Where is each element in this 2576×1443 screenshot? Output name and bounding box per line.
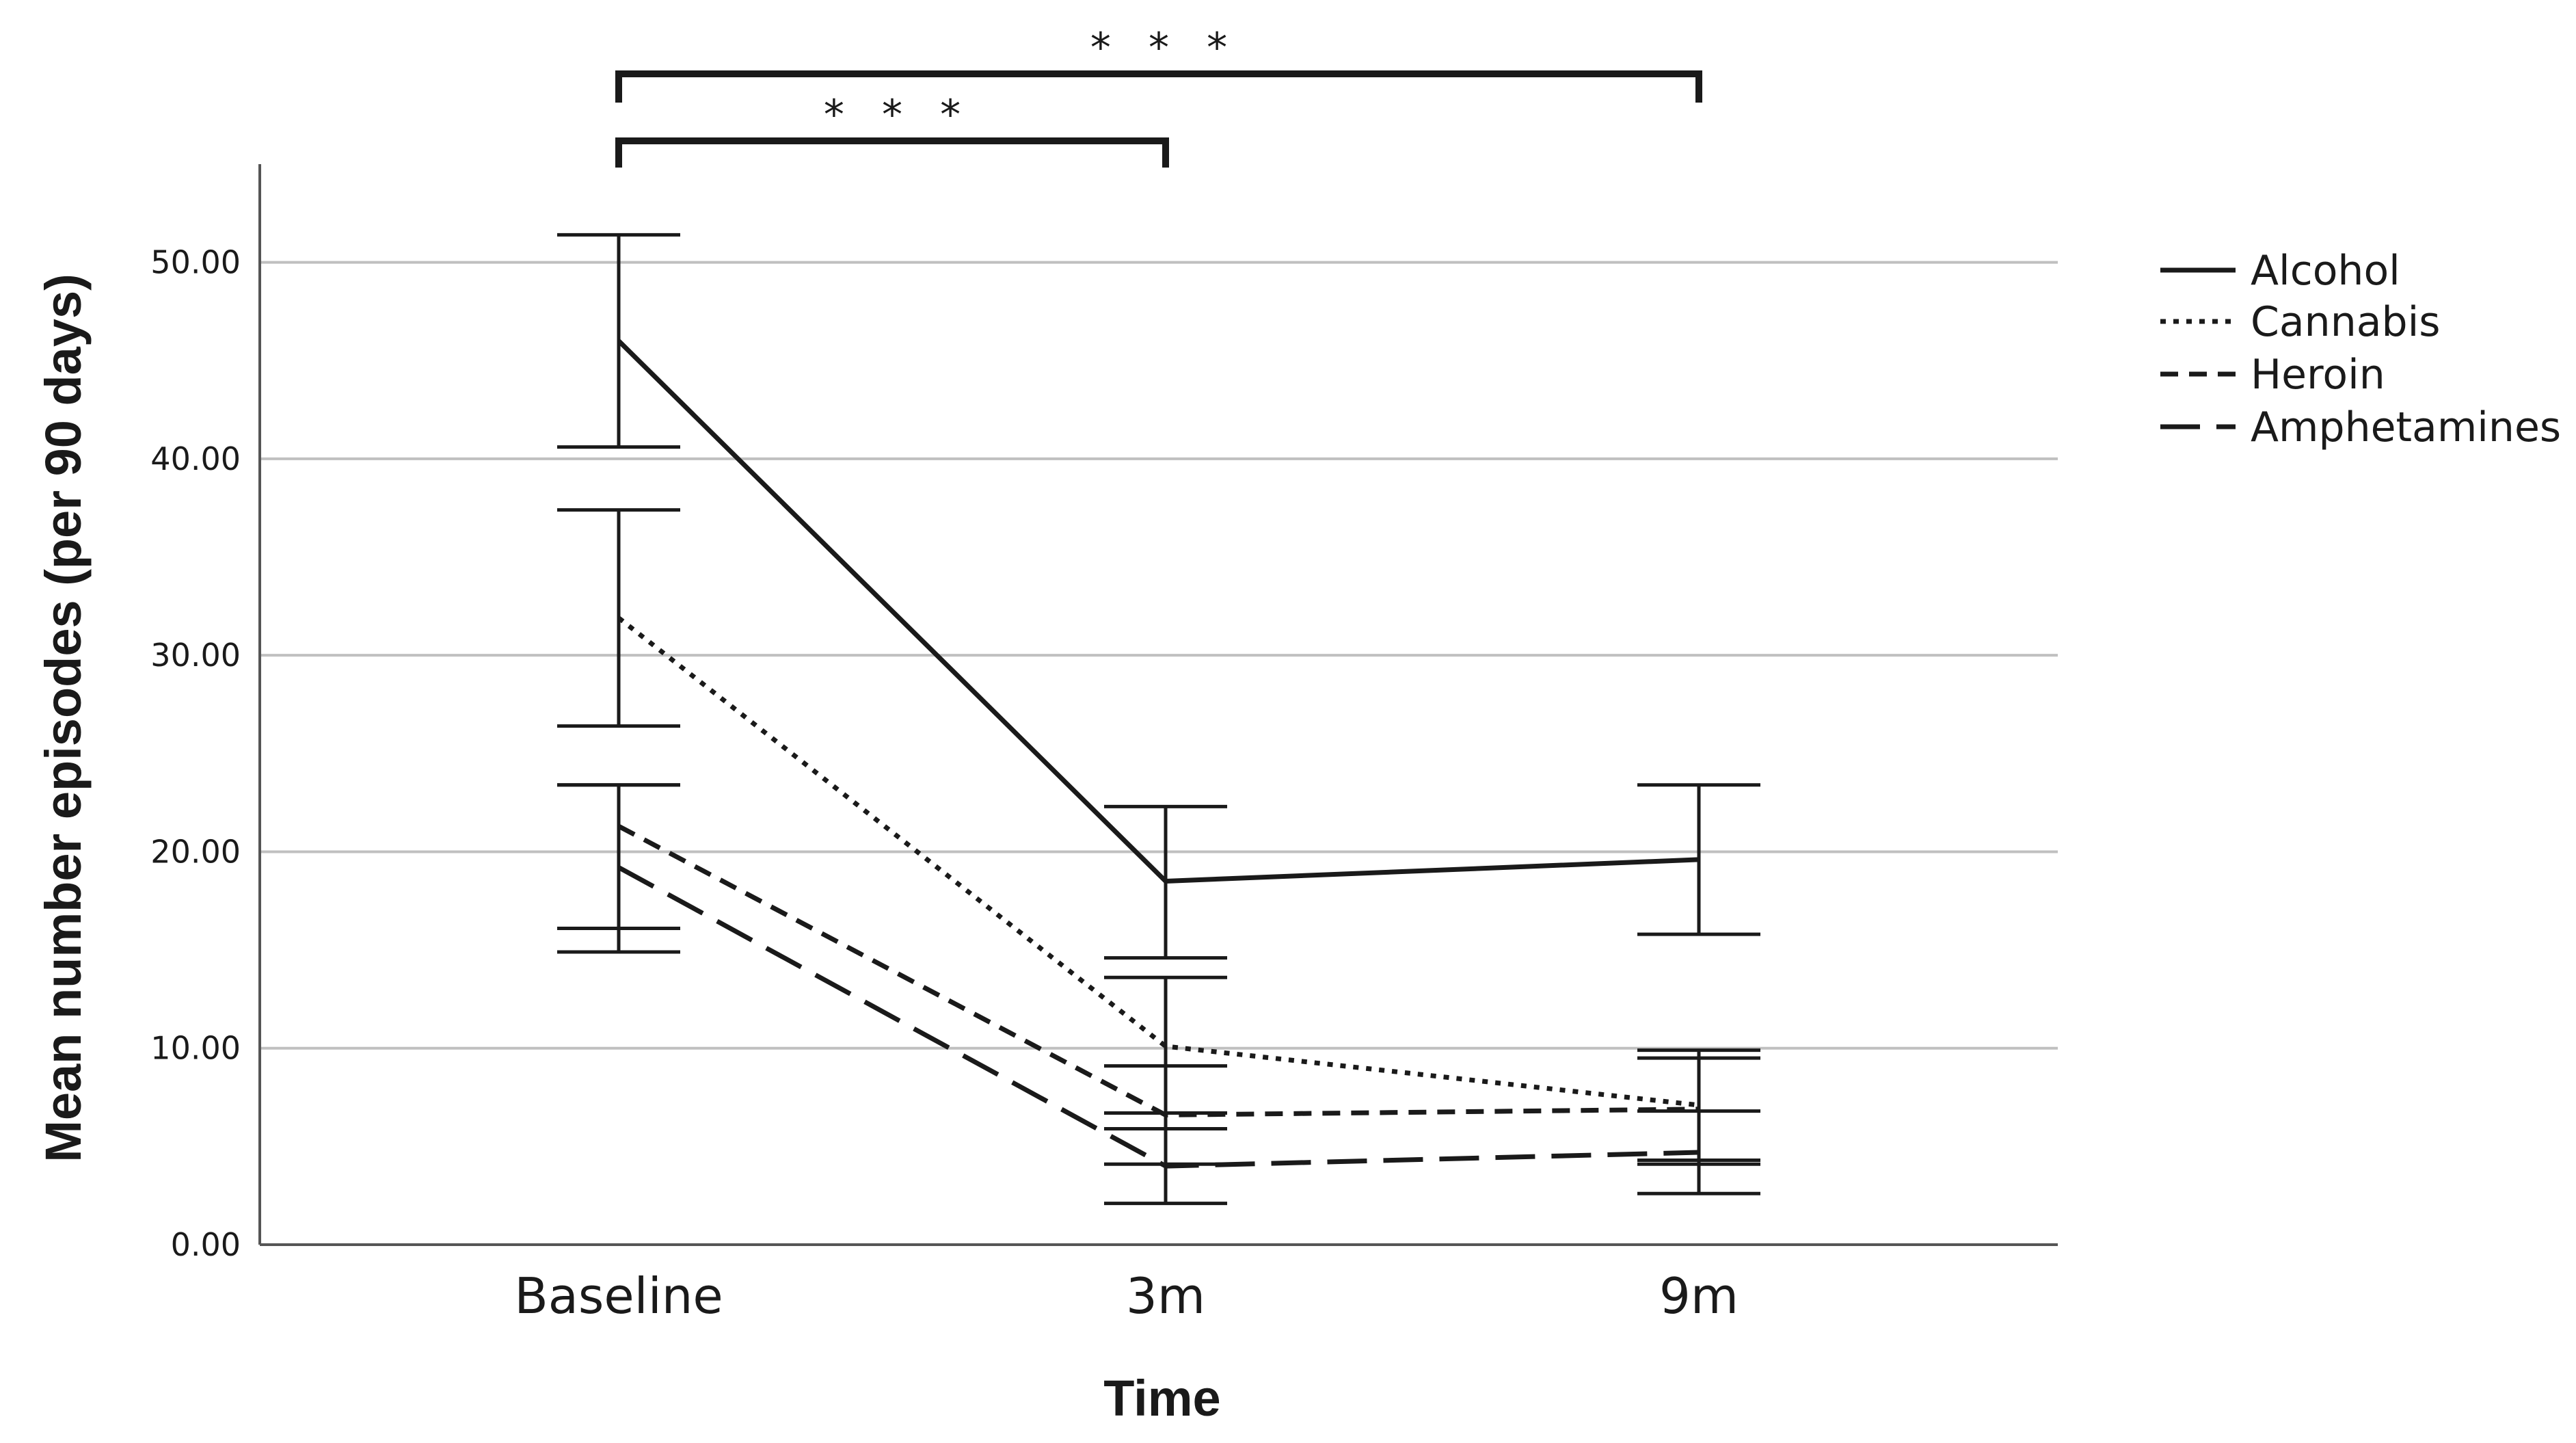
y-tick-label: 30.00: [150, 637, 241, 674]
significance-label: * * *: [824, 91, 973, 139]
x-axis-title: Time: [1103, 1370, 1220, 1427]
legend-label-alcohol: Alcohol: [2251, 247, 2400, 295]
axes: 0.00 10.00 20.00 30.00 40.00 50.00 Baseline 3m 9…: [150, 164, 2058, 1325]
error-bars: [557, 233, 1760, 1206]
grid: [260, 261, 2058, 1050]
legend-label-amphetamines: Amphetamines: [2251, 403, 2561, 451]
series-line-amphetamines: [617, 865, 1700, 1169]
y-axis-title: Mean number episodes (per 90 days): [35, 274, 92, 1163]
x-tick-label: 9m: [1659, 1267, 1739, 1325]
series-lines: [617, 339, 1700, 1169]
x-tick-label: 3m: [1126, 1267, 1205, 1325]
y-tick-label: 10.00: [150, 1030, 241, 1067]
legend-label-heroin: Heroin: [2251, 351, 2385, 399]
y-tick-label: 50.00: [150, 244, 241, 281]
legend-label-cannabis: Cannabis: [2251, 298, 2441, 346]
significance-label: * * *: [1090, 24, 1239, 72]
series-line-cannabis: [617, 615, 1700, 1108]
x-tick-label: Baseline: [514, 1267, 723, 1325]
significance-brackets: * * * * * *: [615, 24, 1702, 168]
significance-bracket: [615, 70, 1702, 103]
significance-bracket: [615, 137, 1169, 168]
series-line-heroin: [617, 824, 1700, 1117]
series-line-alcohol: [617, 339, 1700, 884]
y-tick-label: 0.00: [171, 1226, 241, 1263]
y-tick-label: 20.00: [150, 833, 241, 870]
y-tick-label: 40.00: [150, 440, 241, 477]
